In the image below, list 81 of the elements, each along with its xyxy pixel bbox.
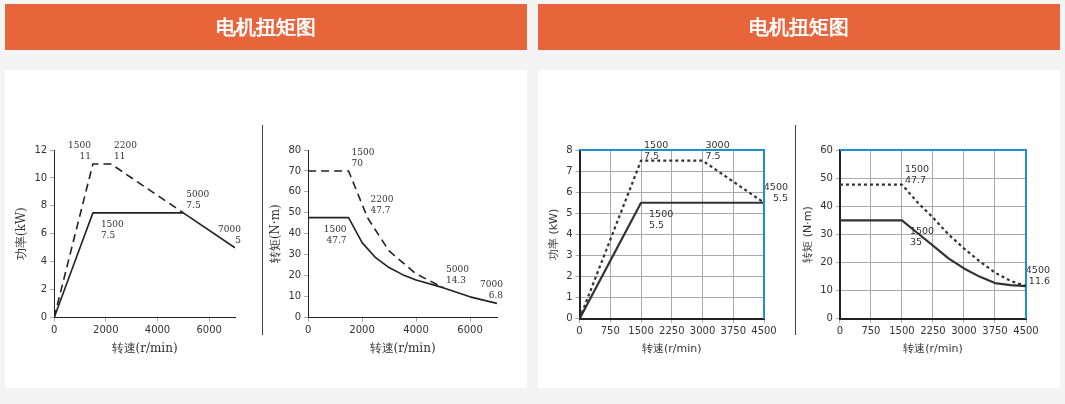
x-tick-label: 2250 [659,325,685,337]
y-tick-label: 40 [288,227,302,239]
annotation: 5000 14.3 [446,263,470,285]
x-tick-label: 2250 [920,325,946,337]
annotation: 1500 7.5 [644,138,669,161]
x-tick-label: 0 [50,324,58,336]
y-tick-label: 4 [566,227,573,239]
y-tick-label: 7 [566,164,573,176]
annotation: 5000 7.5 [186,188,210,210]
y-tick-label: 2 [40,283,48,295]
x-tick-label: 3750 [720,325,746,337]
y-axis-title: 功率(kW) [14,207,29,261]
y-tick-label: 50 [288,206,302,218]
annotation: 7000 6.8 [480,279,504,301]
x-tick-label: 4500 [751,325,777,337]
x-tick-label: 6000 [196,324,222,336]
annotation: 2200 11 [113,139,138,161]
y-tick-label: 40 [820,199,833,211]
y-tick-label: 50 [820,171,833,183]
chart-title: 电机扭矩图 [5,4,527,50]
x-tick-label: 3000 [951,325,977,337]
annotation: 1500 7.5 [100,218,125,240]
annotation: 4500 5.5 [763,180,788,203]
x-tick-label: 1500 [628,325,654,337]
y-tick-label: 4 [40,255,48,267]
annotation: 2200 47.7 [370,193,394,215]
x-axis-title: 转速(r/min) [369,340,436,355]
x-tick-label: 2000 [93,324,119,336]
x-tick-label: 2000 [349,324,375,336]
annotation: 1500 47.7 [323,223,347,245]
y-tick-label: 8 [566,143,573,155]
y-tick-label: 20 [288,269,302,281]
x-tick-label: 1500 [889,325,915,337]
y-tick-label: 30 [820,227,833,239]
x-axis-title: 转速(r/min) [111,340,178,355]
y-tick-label: 6 [566,185,573,197]
chart-title: 电机扭矩图 [538,4,1060,50]
annotation: 7000 5 [218,223,242,245]
y-axis-title: 功率 (kW) [547,208,561,261]
annotation: 1500 47.7 [904,162,930,185]
x-tick-label: 750 [600,325,620,337]
y-tick-label: 8 [40,199,48,211]
x-axis-title: 转速(r/min) [903,342,963,356]
y-tick-label: 0 [40,311,48,323]
annotation: 1500 70 [351,146,375,168]
y-tick-label: 30 [288,248,302,260]
annotation: 3000 7.5 [705,138,730,161]
annotation: 1500 5.5 [649,207,674,230]
y-tick-label: 0 [566,312,573,324]
x-tick-label: 4500 [1013,325,1039,337]
y-tick-label: 20 [820,256,833,268]
y-tick-label: 10 [820,284,833,296]
y-tick-label: 12 [34,143,48,155]
x-tick-label: 3750 [982,325,1008,337]
x-tick-label: 4000 [144,324,171,336]
y-tick-label: 6 [40,227,48,239]
x-tick-label: 3000 [689,325,716,337]
x-tick-label: 750 [861,325,881,337]
y-tick-label: 2 [566,270,573,282]
y-tick-label: 60 [820,143,833,155]
x-tick-label: 0 [304,324,312,336]
x-tick-label: 6000 [457,324,483,336]
x-axis-title: 转速(r/min) [642,342,702,356]
y-tick-label: 80 [288,143,302,155]
x-tick-label: 0 [576,325,583,337]
x-tick-label: 4000 [403,324,429,336]
x-tick-label: 0 [836,325,844,337]
annotation: 4500 11.6 [1025,264,1050,287]
y-tick-label: 3 [566,249,573,261]
y-tick-label: 0 [294,311,302,323]
y-tick-label: 0 [826,312,833,324]
y-tick-label: 70 [288,164,302,176]
y-axis-title: 转矩 (N·m) [801,206,815,263]
y-axis-title: 转矩(N·m) [268,204,283,264]
y-tick-label: 10 [34,171,48,183]
annotation: 1500 11 [67,139,92,161]
y-tick-label: 1 [566,291,573,303]
line-series [839,183,1026,288]
y-tick-label: 5 [566,206,573,218]
y-tick-label: 60 [288,185,302,197]
y-tick-label: 10 [288,290,302,302]
